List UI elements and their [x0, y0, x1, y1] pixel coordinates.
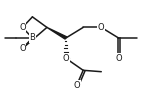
Text: O: O [19, 23, 26, 32]
Polygon shape [47, 27, 67, 39]
Text: O: O [19, 44, 26, 53]
Text: O: O [115, 54, 122, 63]
Text: B: B [29, 33, 35, 42]
Text: O: O [98, 23, 105, 32]
Text: O: O [74, 81, 80, 90]
Text: O: O [63, 54, 69, 63]
